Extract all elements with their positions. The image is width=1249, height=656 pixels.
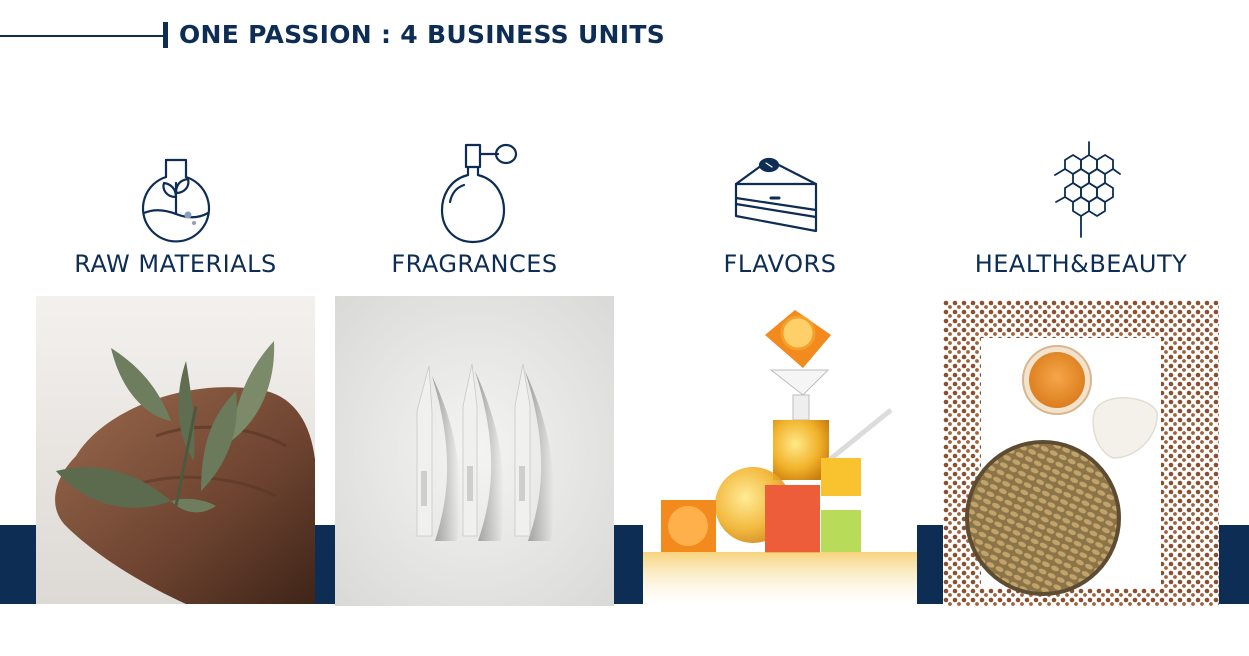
unit-label-health-beauty: HEALTH&BEAUTY [974, 250, 1188, 278]
band-segment [1219, 525, 1249, 604]
perfume-blotter-strips-photo [335, 296, 614, 606]
band-segment [0, 525, 36, 604]
sage-leaves-on-hand-photo [36, 296, 315, 604]
header-marker [163, 22, 168, 48]
band-segment [614, 525, 643, 604]
molecule-icon [1052, 140, 1122, 240]
perfume-bottle-icon [438, 142, 520, 244]
page-title: ONE PASSION : 4 BUSINESS UNITS [179, 20, 666, 49]
cake-slice-icon [733, 154, 819, 234]
grains-and-cream-photo [943, 300, 1219, 606]
band-segment [315, 525, 335, 604]
band-segment [917, 525, 943, 604]
unit-label-raw-materials: RAW MATERIALS [74, 250, 277, 278]
unit-label-fragrances: FRAGRANCES [391, 250, 558, 278]
header-rule [0, 35, 166, 37]
unit-label-flavors: FLAVORS [723, 250, 837, 278]
flask-plant-icon [138, 157, 214, 243]
citrus-oil-flasks-photo [643, 300, 917, 606]
